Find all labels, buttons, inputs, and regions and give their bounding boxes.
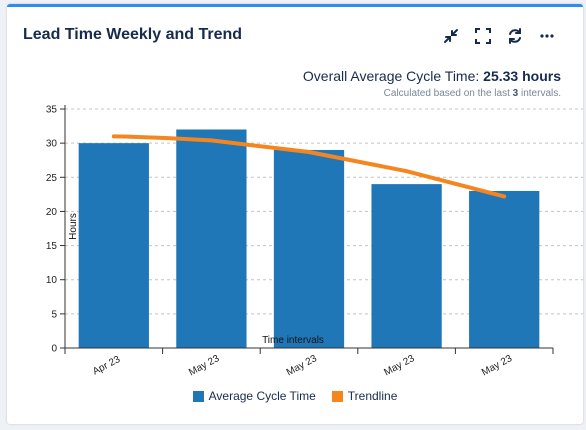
legend-item-trendline[interactable]: Trendline: [331, 389, 398, 403]
overall-average-summary: Overall Average Cycle Time: 25.33 hours: [303, 68, 561, 84]
calc-suffix: intervals.: [520, 88, 561, 99]
legend-label-trendline: Trendline: [347, 389, 398, 403]
bar: [469, 190, 540, 348]
x-axis-title: Time intervals: [262, 335, 324, 346]
y-tick-label: 0: [51, 344, 57, 355]
trendline-path: [111, 134, 507, 199]
bar: [273, 149, 345, 348]
x-tick-label: May 23: [187, 353, 222, 378]
refresh-icon[interactable]: [505, 26, 525, 46]
fullscreen-icon[interactable]: [473, 26, 493, 46]
y-tick-label: 5: [51, 309, 57, 320]
summary-value: 25.33 hours: [483, 68, 561, 84]
x-tick-label: Apr 23: [91, 354, 123, 378]
calc-prefix: Calculated based on the last: [383, 88, 510, 99]
legend-swatch-trendline: [331, 390, 343, 402]
legend-item-bars[interactable]: Average Cycle Time: [192, 389, 316, 403]
lead-time-chart: 0 5 10 15 20 25 30 35 Apr 23 May 23 May 23 May 23 Ma…: [46, 105, 583, 378]
widget-title: Lead Time Weekly and Trend: [23, 26, 243, 43]
bar: [176, 129, 247, 348]
bar: [78, 143, 149, 348]
y-tick-label: 20: [46, 207, 58, 218]
x-tick-label: May 23: [382, 353, 417, 378]
x-tick-label: May 23: [480, 353, 515, 378]
calculation-note: Calculated based on the last 3 intervals…: [384, 88, 561, 99]
y-tick-label: 10: [46, 275, 58, 286]
y-tick-label: 15: [46, 241, 58, 252]
y-tick-label: 35: [46, 105, 58, 116]
bar: [371, 184, 442, 348]
chart-legend: Average Cycle Time Trendline: [7, 389, 583, 403]
chart-bars: [78, 129, 540, 348]
lead-time-widget: Lead Time Weekly and Trend: [7, 4, 583, 424]
y-tick-label: 25: [46, 173, 58, 184]
chart-axes: [60, 105, 554, 354]
summary-label: Overall Average Cycle Time:: [302, 68, 480, 84]
x-tick-label: May 23: [285, 353, 320, 378]
legend-label-bars: Average Cycle Time: [208, 389, 316, 403]
collapse-arrows-icon[interactable]: [441, 26, 461, 46]
legend-swatch-bars: [192, 390, 204, 402]
chart-trendline: [111, 134, 507, 199]
y-tick-label: 30: [46, 139, 58, 150]
calc-count: 3: [512, 88, 519, 99]
widget-toolbar: [441, 26, 557, 46]
ellipsis-icon[interactable]: [537, 26, 557, 46]
y-axis-title: Hours: [68, 213, 79, 240]
